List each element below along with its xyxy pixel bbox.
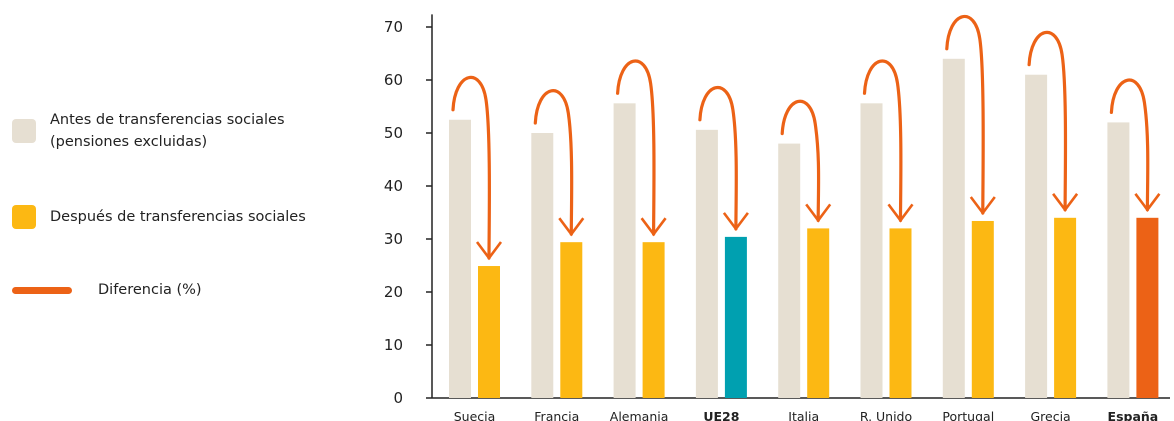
legend-diff: Diferencia (%) [12, 279, 202, 301]
arrow-head [805, 203, 832, 223]
arrow-head [475, 241, 503, 261]
legend-after-swatch [12, 205, 36, 229]
arrow-head [722, 212, 749, 232]
difference-arrow [945, 15, 985, 215]
x-axis-labels: Suecia Francia Alemania UE28 Italia R. Unido P… [454, 409, 1159, 421]
legend-diff-swatch [12, 286, 72, 294]
bar-before [778, 143, 801, 398]
legend-after: Después de transferencias sociales [12, 205, 306, 229]
bar-before [449, 119, 471, 398]
arrow-head [558, 217, 585, 237]
difference-arrow [862, 59, 903, 222]
arrow-head [640, 217, 667, 237]
bar-before [1107, 122, 1130, 399]
y-tick-label: 30 [384, 230, 403, 248]
bar-before [531, 133, 554, 398]
category-label: Grecia [1030, 409, 1070, 421]
category-label: España [1108, 409, 1159, 421]
bar-after [807, 228, 830, 398]
bar-before [1025, 74, 1048, 398]
difference-arrow [533, 89, 574, 236]
bars [449, 58, 1159, 399]
difference-arrow [451, 76, 491, 260]
arrow-head [887, 203, 914, 223]
category-label: Portugal [942, 409, 994, 421]
arrow-head [1052, 193, 1079, 212]
bar-after [642, 242, 665, 398]
difference-arrows [451, 15, 1161, 261]
bar-after [724, 236, 747, 398]
bar-before [695, 129, 718, 398]
bar-after [889, 228, 912, 398]
y-tick-label: 40 [384, 177, 403, 195]
y-tick-label: 10 [384, 336, 403, 354]
bar-after [1136, 217, 1159, 398]
arrow-head [1134, 193, 1161, 212]
difference-arrow [780, 99, 821, 222]
y-tick-label: 50 [384, 124, 403, 142]
bar-after [560, 242, 583, 398]
legend-before-label: Antes de transferencias sociales (pensio… [50, 109, 285, 153]
category-label: Suecia [454, 409, 496, 421]
y-tick-label: 70 [384, 18, 403, 36]
bar-before [942, 58, 965, 399]
bar-after [971, 220, 994, 398]
y-axis: 0 10 20 30 40 50 60 70 [384, 14, 1170, 407]
y-tick-label: 20 [384, 283, 403, 301]
difference-arrow [698, 86, 738, 231]
legend-after-label: Después de transferencias sociales [50, 209, 306, 225]
difference-arrow [1109, 78, 1150, 212]
bar-before [613, 103, 636, 398]
bar-before [860, 103, 883, 398]
legend-diff-label: Diferencia (%) [98, 282, 202, 298]
difference-arrow [616, 59, 656, 236]
category-label: R. Unido [860, 409, 912, 421]
bar-after [478, 266, 500, 398]
category-label: Francia [534, 409, 579, 421]
category-label: UE28 [703, 409, 739, 421]
legend-before-line2: (pensiones excluidas) [50, 134, 208, 150]
legend-before: Antes de transferencias sociales (pensio… [12, 109, 285, 153]
arrow-head [969, 196, 996, 216]
y-tick-label: 60 [384, 71, 403, 89]
difference-arrow [1027, 30, 1068, 212]
bar-after [1054, 217, 1077, 398]
y-tick-label: 0 [393, 389, 403, 407]
category-label: Alemania [610, 409, 669, 421]
legend-before-swatch [12, 119, 36, 143]
legend-before-line1: Antes de transferencias sociales [50, 112, 285, 128]
category-label: Italia [788, 409, 819, 421]
